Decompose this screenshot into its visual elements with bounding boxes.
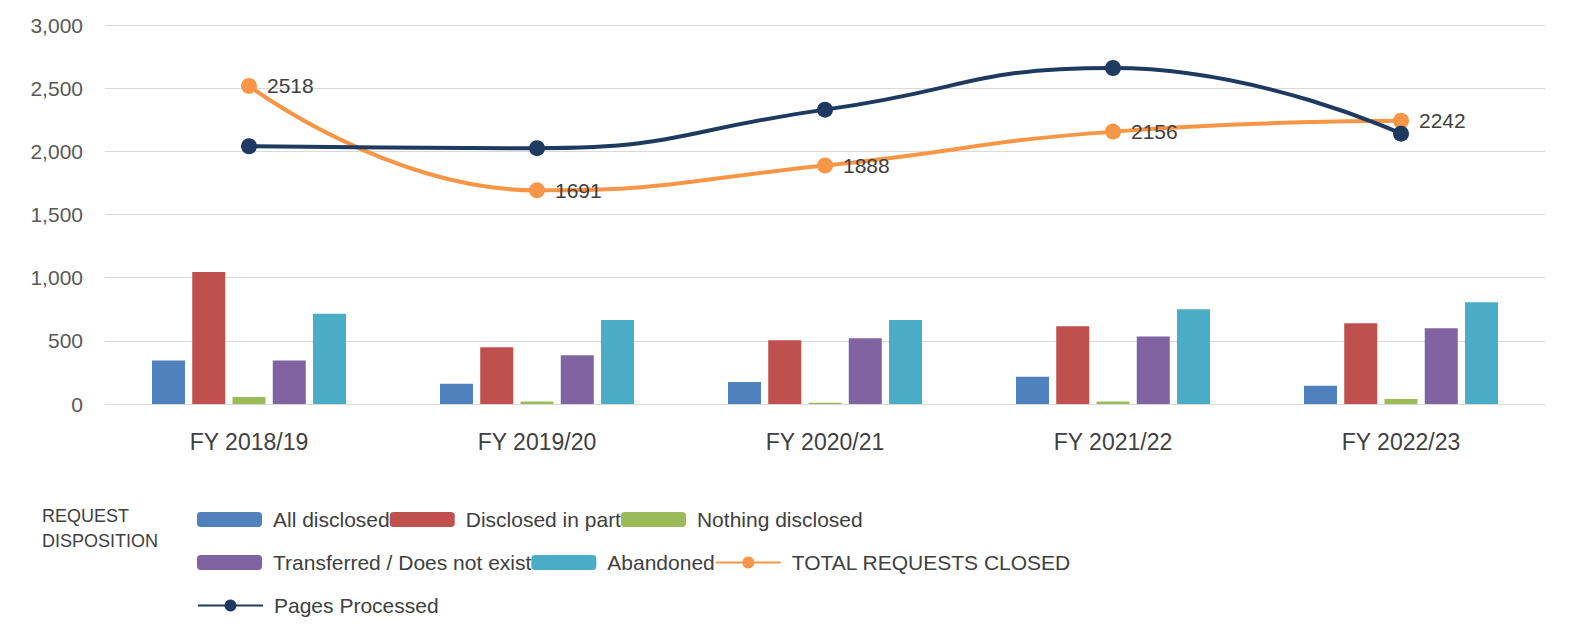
svg-text:1888: 1888 (843, 154, 890, 177)
svg-text:Transferred / Does not exist: Transferred / Does not exist (273, 551, 531, 574)
svg-text:3,000: 3,000 (30, 14, 83, 37)
svg-text:Disclosed in part: Disclosed in part (466, 508, 621, 531)
svg-text:Pages Processed: Pages Processed (274, 594, 439, 617)
svg-text:2518: 2518 (267, 74, 314, 97)
svg-text:1691: 1691 (555, 179, 602, 202)
svg-text:FY 2019/20: FY 2019/20 (478, 429, 597, 455)
svg-text:FY 2021/22: FY 2021/22 (1054, 429, 1173, 455)
svg-text:0: 0 (71, 393, 83, 416)
svg-text:All disclosed: All disclosed (273, 508, 390, 531)
svg-text:2242: 2242 (1419, 109, 1466, 132)
svg-text:REQUEST: REQUEST (42, 506, 129, 526)
svg-text:2,500: 2,500 (30, 77, 83, 100)
svg-text:Abandoned: Abandoned (607, 551, 714, 574)
svg-text:FY 2018/19: FY 2018/19 (190, 429, 309, 455)
svg-text:TOTAL REQUESTS CLOSED: TOTAL REQUESTS CLOSED (792, 551, 1071, 574)
svg-text:FY 2020/21: FY 2020/21 (766, 429, 885, 455)
svg-text:2156: 2156 (1131, 120, 1178, 143)
svg-text:Nothing disclosed: Nothing disclosed (697, 508, 863, 531)
svg-text:DISPOSITION: DISPOSITION (42, 531, 158, 551)
svg-text:FY 2022/23: FY 2022/23 (1342, 429, 1461, 455)
svg-text:2,000: 2,000 (30, 140, 83, 163)
svg-text:1,000: 1,000 (30, 266, 83, 289)
svg-text:500: 500 (48, 329, 83, 352)
svg-text:1,500: 1,500 (30, 203, 83, 226)
